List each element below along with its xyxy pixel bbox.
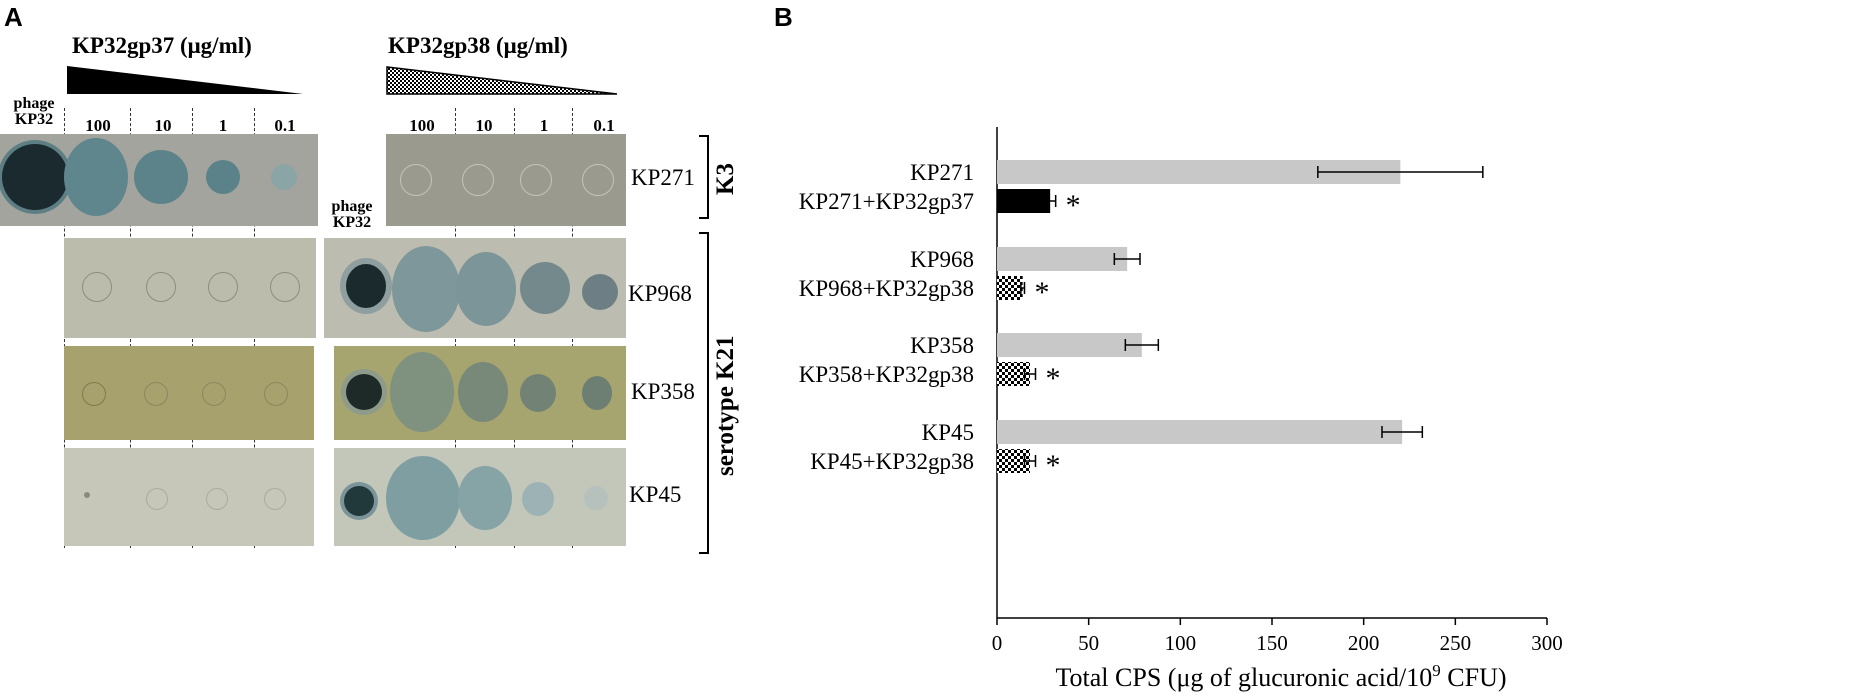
conc-label-left-2: 10 xyxy=(154,116,172,135)
x-tick-label: 0 xyxy=(992,631,1003,655)
category-label: KP358+KP32gp38 xyxy=(799,362,974,387)
plaque-0.1 xyxy=(584,486,608,510)
strain-label-kp358: KP358 xyxy=(631,379,695,404)
plaque-100 xyxy=(400,164,432,196)
bar xyxy=(997,247,1128,271)
plaque-1 xyxy=(206,160,240,194)
x-tick-label: 250 xyxy=(1440,631,1472,655)
significance-star: * xyxy=(1066,189,1081,222)
plaque-phage xyxy=(346,374,382,410)
plaque-0.1 xyxy=(264,488,286,510)
gp37-title: KP32gp37 (μg/ml) xyxy=(72,33,252,58)
strain-label-kp45: KP45 xyxy=(629,482,682,507)
plaque-phage xyxy=(346,264,386,308)
k3-bracket xyxy=(699,135,709,219)
plate-kp968-gp37 xyxy=(64,238,316,338)
plaque-10 xyxy=(458,362,508,422)
plaque-1 xyxy=(206,488,228,510)
plaque-100 xyxy=(390,352,454,432)
category-label: KP358 xyxy=(910,333,974,358)
plaque-10 xyxy=(458,466,512,530)
category-label: KP45+KP32gp38 xyxy=(810,449,974,474)
plaque-1 xyxy=(208,272,238,302)
category-label: KP968+KP32gp38 xyxy=(799,276,974,301)
plaque-100 xyxy=(84,492,90,498)
conc-label-right-4: 0.1 xyxy=(593,116,615,135)
phage-label-left: phage KP32 xyxy=(6,96,62,128)
plaque-phage xyxy=(344,486,374,516)
conc-label-left-3: 1 xyxy=(218,116,228,135)
gp38-gradient-wedge xyxy=(386,66,618,95)
plate-kp271-gp37 xyxy=(0,134,318,226)
plaque-10 xyxy=(462,164,494,196)
plaque-10 xyxy=(144,382,168,406)
plaque-1 xyxy=(520,374,556,412)
plate-kp45-gp37 xyxy=(64,448,314,546)
plaque-100 xyxy=(82,382,106,406)
plate-kp45-gp38 xyxy=(334,448,626,546)
chart-labels: KP271 KP271+KP32gp37 KP968 KP968+KP32gp38 KP… xyxy=(799,160,974,474)
plaque-100 xyxy=(386,456,460,540)
conc-label-right-2: 10 xyxy=(475,116,493,135)
plaque-10 xyxy=(146,272,176,302)
conc-label-left-4: 0.1 xyxy=(274,116,296,135)
plaque-10 xyxy=(134,150,188,204)
phage-label-right: phage KP32 xyxy=(324,199,380,231)
plaque-1 xyxy=(520,262,570,314)
plaque-100 xyxy=(392,246,460,332)
plate-kp271-gp38 xyxy=(386,134,626,226)
conc-label-right-3: 1 xyxy=(539,116,549,135)
plaque-100 xyxy=(64,138,128,216)
phage-label-line1: phage xyxy=(331,198,373,215)
plaque-100 xyxy=(82,272,112,302)
plate-kp968-gp38 xyxy=(324,238,626,338)
strain-label-kp968: KP968 xyxy=(628,281,692,306)
bar xyxy=(997,276,1023,300)
x-tick-label: 200 xyxy=(1348,631,1380,655)
conc-label-left-1: 100 xyxy=(85,116,111,135)
panel-b-label: B xyxy=(774,2,793,32)
bar xyxy=(997,420,1403,444)
gp38-title: KP32gp38 (μg/ml) xyxy=(388,33,568,58)
plaque-0.1 xyxy=(582,376,612,410)
significance-star: * xyxy=(1035,276,1050,309)
chart-bars: * * * * xyxy=(997,160,1484,482)
plate-kp358-gp37 xyxy=(64,346,314,440)
x-tick-label: 100 xyxy=(1165,631,1197,655)
phage-label-line2: KP32 xyxy=(332,214,372,231)
category-label: KP45 xyxy=(922,420,974,445)
plaque-0.1 xyxy=(270,272,300,302)
plaque-10 xyxy=(456,252,516,326)
plaque-0.1 xyxy=(264,382,288,406)
x-tick-label: 300 xyxy=(1531,631,1563,655)
bar xyxy=(997,189,1051,213)
category-label: KP968 xyxy=(910,247,974,272)
plaque-0.1 xyxy=(271,164,297,190)
significance-star: * xyxy=(1046,449,1061,482)
plaque-1 xyxy=(522,482,554,516)
conc-label-right-1: 100 xyxy=(409,116,435,135)
gp37-gradient-wedge xyxy=(67,66,303,94)
plaque-1 xyxy=(202,382,226,406)
category-label: KP271+KP32gp37 xyxy=(799,189,974,214)
bar xyxy=(997,333,1142,357)
plaque-1 xyxy=(520,164,552,196)
plate-kp358-gp38 xyxy=(334,346,626,440)
significance-star: * xyxy=(1046,362,1061,395)
plaque-phage xyxy=(2,144,68,210)
strain-label-kp271: KP271 xyxy=(631,165,695,190)
plaque-0.1 xyxy=(582,274,618,310)
k21-bracket xyxy=(699,232,709,554)
x-tick-label: 150 xyxy=(1256,631,1288,655)
phage-label-line2: KP32 xyxy=(14,111,54,128)
plaque-0.1 xyxy=(582,164,614,196)
x-axis-title: Total CPS (μg of glucuronic acid/109 CFU… xyxy=(1055,661,1506,692)
category-label: KP271 xyxy=(910,160,974,185)
phage-label-line1: phage xyxy=(13,95,55,112)
panel-a-label: A xyxy=(4,2,23,32)
plaque-10 xyxy=(146,488,168,510)
x-tick-label: 50 xyxy=(1078,631,1099,655)
